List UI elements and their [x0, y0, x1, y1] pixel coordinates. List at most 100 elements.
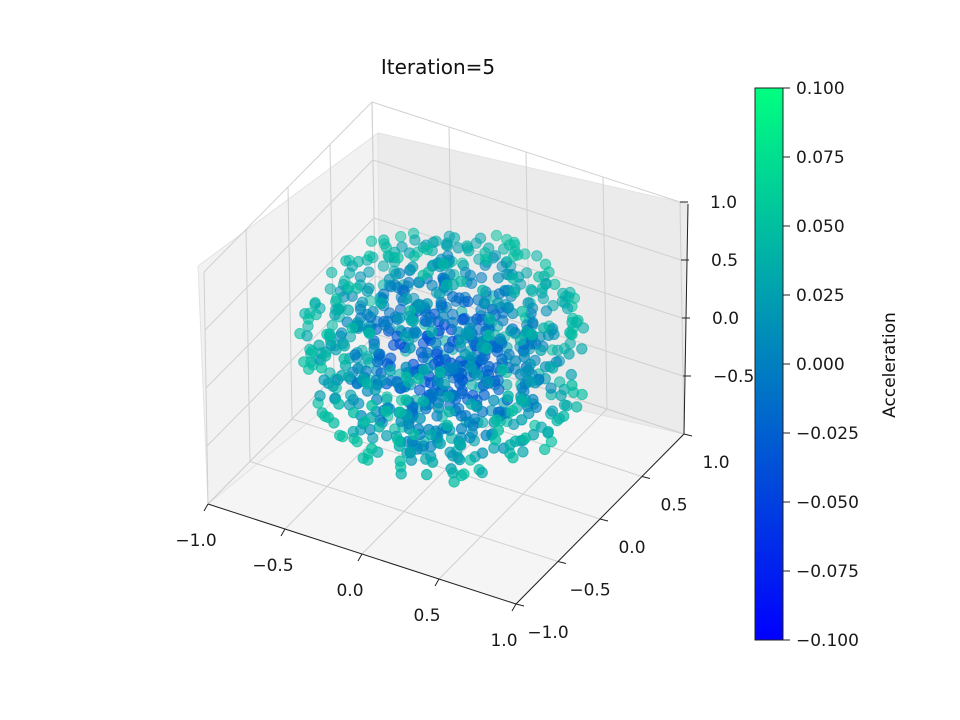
scatter-point: [505, 325, 517, 337]
scatter-point: [484, 313, 496, 325]
scatter-point: [514, 334, 527, 346]
scatter-point: [475, 272, 488, 284]
scatter-point: [492, 297, 504, 309]
side-grid-z-2: [205, 217, 375, 389]
scatter-point: [493, 288, 505, 300]
scatter-point: [401, 293, 413, 305]
scatter-point: [465, 361, 477, 373]
scatter-point: [380, 405, 392, 417]
scatter-point: [407, 261, 419, 273]
scatter-point: [426, 456, 439, 468]
scatter-point: [453, 453, 466, 466]
scatter-point: [520, 366, 532, 378]
scatter-point: [394, 455, 406, 467]
scatter-point: [408, 428, 420, 441]
scatter-point: [381, 430, 393, 442]
x-tick-label-1: −0.5: [252, 556, 293, 576]
x-tick-label-3: 0.5: [413, 606, 440, 626]
scatter-point: [363, 327, 376, 339]
scatter-point: [333, 398, 345, 410]
z-tick-label-0: −0.5: [713, 367, 754, 387]
scatter-point: [434, 366, 446, 378]
scatter-point: [507, 272, 519, 284]
y-axis-ticks: −1.0 −0.5 0.0 0.5 1.0: [515, 433, 730, 643]
z-axis-line: [683, 203, 689, 435]
scatter-point: [425, 440, 437, 453]
scatter-point: [361, 378, 373, 390]
scatter-point: [504, 439, 516, 451]
colorbar-ticks: 0.100 0.075 0.050 0.025 0.000 −0.025 −0.050 −0.…: [783, 79, 859, 651]
scatter-point: [393, 312, 406, 324]
colorbar-tick-label-5: −0.025: [796, 424, 859, 444]
scatter-points: [294, 227, 590, 488]
scatter-point: [489, 434, 502, 446]
scatter-point: [447, 467, 459, 479]
scatter-point: [478, 389, 490, 401]
scatter-point: [384, 365, 396, 377]
scatter-point: [446, 316, 459, 329]
scatter-point: [561, 400, 573, 412]
scatter-point: [571, 401, 583, 413]
scatter-point: [369, 384, 381, 396]
scatter-point: [426, 326, 438, 338]
scatter-point: [375, 297, 387, 309]
scatter-point: [478, 297, 491, 309]
scatter-point: [483, 360, 495, 373]
scatter-point: [338, 353, 350, 365]
scatter-point: [454, 378, 466, 390]
scatter-point: [395, 230, 407, 243]
scatter-point: [508, 236, 520, 249]
scatter-point: [342, 304, 354, 316]
scatter-point: [332, 303, 345, 315]
scatter-point: [400, 394, 412, 406]
scatter-point: [404, 342, 416, 354]
scatter-point: [417, 269, 429, 281]
colorbar-tick-label-1: 0.075: [796, 148, 845, 168]
scatter-point: [390, 268, 402, 280]
scatter-point: [542, 426, 554, 438]
scatter-point: [502, 301, 515, 313]
scatter-point: [535, 344, 547, 356]
scatter-point: [488, 394, 500, 406]
scatter-point: [441, 279, 453, 291]
scatter-point: [494, 333, 506, 345]
scatter-point: [365, 235, 378, 247]
scatter-point: [506, 405, 519, 417]
scatter-point: [490, 414, 503, 426]
chart-title: Iteration=5: [381, 55, 495, 79]
scatter-point: [426, 388, 438, 400]
scatter-point: [539, 443, 551, 456]
x-tick-label-0: −1.0: [175, 531, 216, 551]
scatter-point: [319, 410, 331, 422]
scatter-point: [302, 313, 315, 325]
scatter-point: [479, 253, 492, 266]
colorbar-tick-label-8: −0.100: [796, 631, 859, 651]
scatter-point: [409, 234, 421, 246]
y-tick-mark-2: [599, 518, 609, 522]
scatter-point: [373, 421, 385, 433]
x-tick-mark-4: [511, 603, 517, 612]
scatter-point: [463, 245, 475, 257]
scatter-point: [363, 282, 375, 294]
scatter-point: [448, 232, 461, 244]
scatter-point: [476, 353, 489, 366]
scatter-point: [426, 279, 438, 291]
x-tick-mark-2: [357, 553, 363, 562]
y-tick-mark-0: [515, 603, 525, 607]
scatter-point: [482, 376, 494, 388]
x-tick-mark-1: [280, 528, 286, 537]
scatter-point: [540, 305, 553, 317]
scatter-point: [326, 266, 338, 279]
scatter-point: [466, 427, 478, 439]
scatter-point: [410, 327, 422, 339]
scatter-point: [441, 419, 454, 432]
scatter-point: [454, 336, 467, 349]
scatter-point: [298, 356, 310, 368]
scatter-point: [352, 255, 365, 268]
back-grid-x-3: [602, 176, 608, 410]
scatter-point: [496, 260, 508, 273]
scatter-point: [392, 252, 404, 264]
scatter-point: [361, 308, 373, 321]
back-grid-z-3: [372, 159, 682, 261]
scatter-point: [352, 362, 364, 375]
